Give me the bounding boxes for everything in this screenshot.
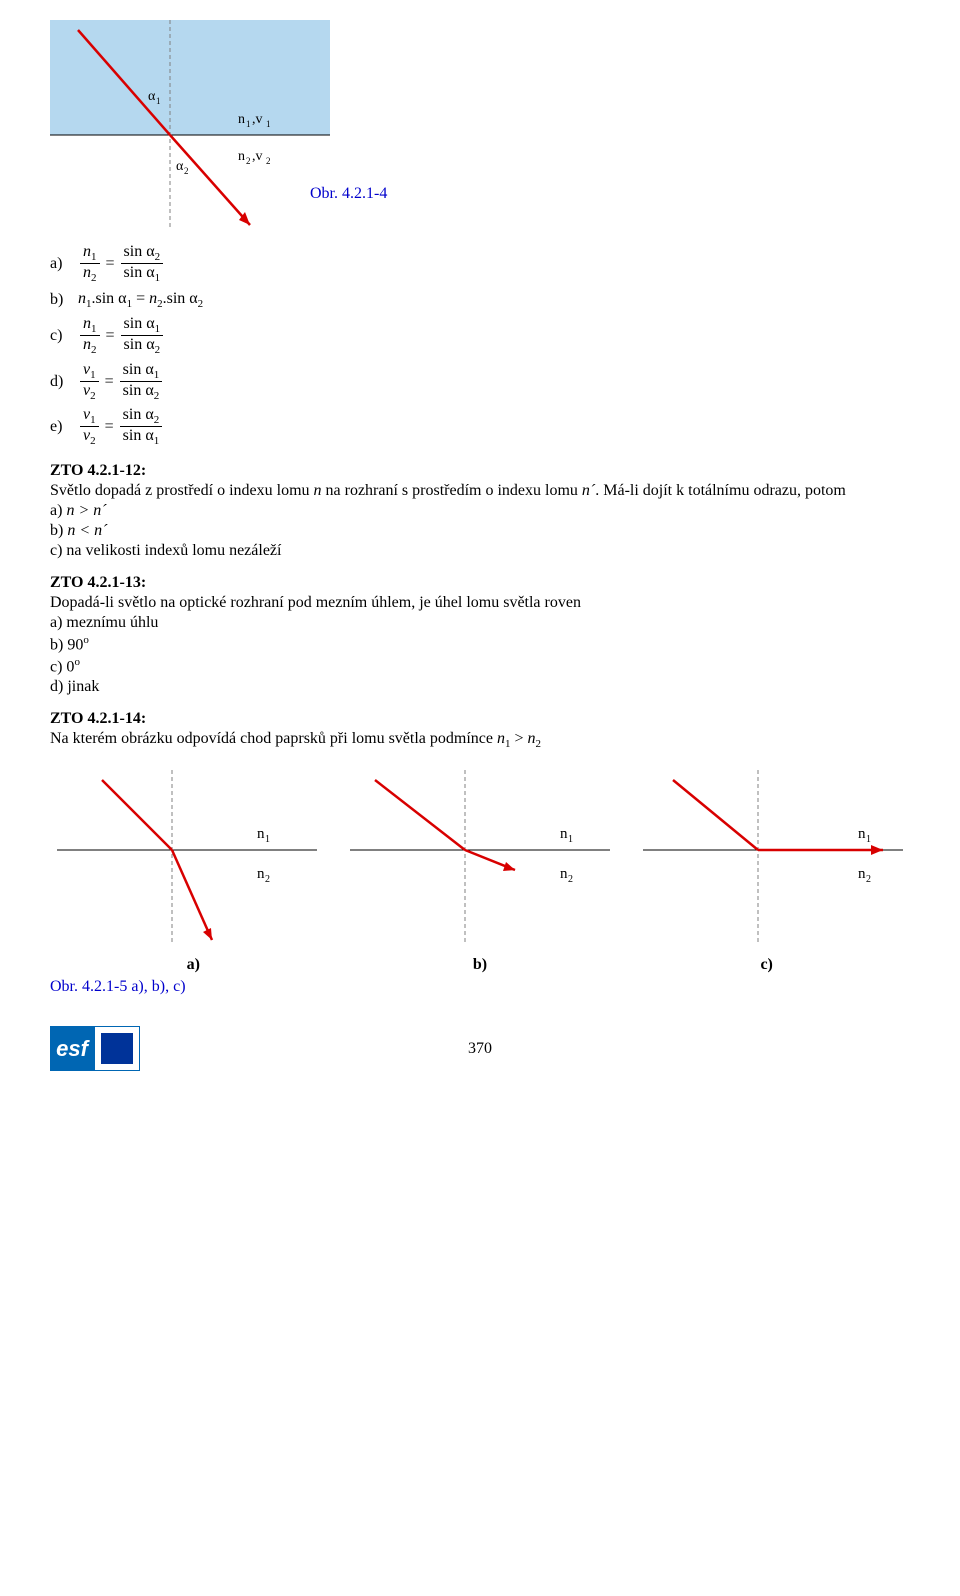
eq-option-b: b) n1.sin α1 = n2.sin α2 (50, 289, 910, 311)
figure-b: n1 n2 (343, 770, 616, 950)
heading-zto-14: ZTO 4.2.1-14: (50, 710, 910, 728)
eq-option-e: e) v1 v2 = sin α2 sin α1 (50, 406, 910, 448)
svg-text:n: n (257, 866, 265, 882)
svg-text:α: α (148, 89, 156, 104)
svg-text:1: 1 (156, 96, 161, 106)
eq-option-d: d) v1 v2 = sin α1 sin α2 (50, 361, 910, 403)
figure-c: n1 n2 (637, 770, 910, 950)
svg-text:n: n (858, 826, 866, 842)
page-number: 370 (140, 1040, 820, 1058)
svg-text:n: n (257, 826, 265, 842)
svg-text:2: 2 (866, 874, 871, 885)
eq-option-c: c) n1 n2 = sin α1 sin α2 (50, 315, 910, 357)
figure-row-abc: n1 n2 n1 n2 n1 n2 (50, 770, 910, 950)
svg-text:2: 2 (568, 874, 573, 885)
svg-text:n: n (238, 149, 245, 164)
caption-fig-top: Obr. 4.2.1-4 (310, 185, 910, 203)
question-12-options: a) n > n´ b) n < n´ c) na velikosti inde… (50, 502, 910, 560)
svg-text:2: 2 (266, 156, 271, 166)
svg-text:2: 2 (184, 166, 189, 176)
svg-text:n: n (560, 826, 568, 842)
svg-text:,v: ,v (252, 149, 263, 164)
svg-text:n: n (238, 112, 245, 127)
svg-text:,v: ,v (252, 112, 263, 127)
heading-zto-12: ZTO 4.2.1-12: (50, 462, 910, 480)
svg-text:1: 1 (265, 834, 270, 845)
figure-a: n1 n2 (50, 770, 323, 950)
svg-text:1: 1 (568, 834, 573, 845)
esf-eu-logo: esf (50, 1026, 140, 1071)
question-13-text: Dopadá-li světlo na optické rozhraní pod… (50, 594, 910, 612)
question-13-options: a) meznímu úhlu b) 90o c) 0o d) jinak (50, 614, 910, 697)
equation-options: a) n1 n2 = sin α2 sin α1 b) n1.sin α1 = … (50, 243, 910, 448)
caption-fig-abc: Obr. 4.2.1-5 a), b), c) (50, 978, 910, 996)
svg-text:α: α (176, 159, 184, 174)
heading-zto-13: ZTO 4.2.1-13: (50, 574, 910, 592)
svg-text:2: 2 (246, 156, 251, 166)
svg-text:1: 1 (266, 119, 271, 129)
figure-letters: a) b) c) (50, 956, 910, 974)
svg-text:1: 1 (866, 834, 871, 845)
eq-option-a: a) n1 n2 = sin α2 sin α1 (50, 243, 910, 285)
svg-text:2: 2 (265, 874, 270, 885)
svg-text:n: n (858, 866, 866, 882)
svg-text:1: 1 (246, 119, 251, 129)
question-12-text: Světlo dopadá z prostředí o indexu lomu … (50, 482, 910, 500)
svg-text:n: n (560, 866, 568, 882)
page-footer: esf 370 (50, 1026, 910, 1071)
question-14-text: Na kterém obrázku odpovídá chod paprsků … (50, 730, 910, 750)
